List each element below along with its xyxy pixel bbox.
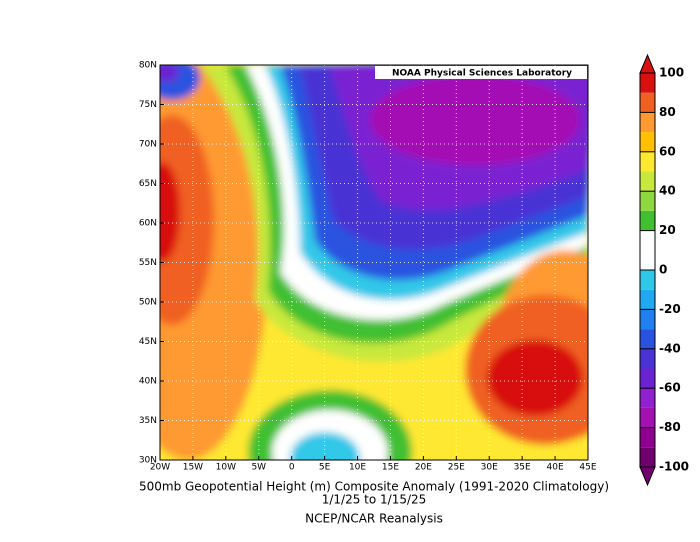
x-tick-label: 10W — [216, 463, 236, 473]
x-tick-label: 35E — [514, 463, 531, 473]
colorbar: -100 -80 -60 -40 -20 0 20 40 60 80 100 — [639, 53, 689, 487]
x-tick-label: 40E — [547, 463, 564, 473]
colorbar-band — [640, 427, 655, 448]
date-range: 1/1/25 to 1/15/25 — [322, 493, 427, 507]
x-tick-label: 0 — [289, 463, 295, 473]
colorbar-bottom-extension — [639, 466, 656, 487]
dataset-label: NCEP/NCAR Reanalysis — [305, 512, 443, 526]
y-tick-label: 55N — [139, 258, 157, 268]
colorbar-band — [640, 191, 655, 211]
colorbar-band — [640, 151, 655, 172]
x-tick-label: 15E — [382, 463, 399, 473]
x-tick-label: 20W — [150, 463, 170, 473]
map-title: 500mb Geopotential Height (m) Composite … — [139, 480, 609, 494]
colorbar-band — [640, 92, 655, 113]
x-tick-label: 5W — [251, 463, 266, 473]
colorbar-band — [640, 329, 655, 349]
colorbar-band — [640, 171, 655, 192]
y-tick-label: 60N — [139, 219, 157, 229]
anomaly-field — [160, 65, 588, 460]
colorbar-band — [640, 270, 655, 290]
y-tick-label: 70N — [139, 140, 157, 150]
y-tick-label: 50N — [139, 298, 157, 308]
plot-frame — [159, 64, 589, 461]
colorbar-band — [640, 368, 655, 389]
colorbar-band — [640, 132, 655, 152]
colorbar-band — [640, 348, 655, 369]
colorbar-band — [640, 289, 655, 310]
colorbar-label: 40 — [659, 184, 676, 198]
x-tick-label: 25E — [448, 463, 465, 473]
x-tick-label: 5E — [319, 463, 331, 473]
colorbar-label: 0 — [659, 263, 667, 277]
colorbar-band — [640, 407, 655, 428]
colorbar-band — [640, 73, 655, 93]
y-tick-label: 40N — [139, 377, 157, 387]
y-tick-label: 35N — [139, 416, 157, 426]
colorbar-label: 80 — [659, 105, 676, 119]
colorbar-label: -40 — [659, 341, 681, 355]
colorbar-label: 20 — [659, 223, 676, 237]
x-tick-label: 15W — [183, 463, 203, 473]
source-label: NOAA Physical Sciences Laboratory — [392, 69, 572, 79]
colorbar-label: 60 — [659, 144, 676, 158]
y-tick-label: 80N — [139, 61, 157, 71]
colorbar-top-extension — [639, 53, 656, 74]
x-tick-label: 45E — [579, 463, 596, 473]
y-tick-label: 75N — [139, 100, 157, 110]
x-tick-label: 20E — [415, 463, 432, 473]
colorbar-band — [640, 309, 655, 330]
colorbar-label: -80 — [659, 420, 681, 434]
colorbar-label: -20 — [659, 302, 681, 316]
colorbar-label: 100 — [659, 66, 684, 80]
colorbar-band — [640, 210, 655, 231]
y-tick-label: 65N — [139, 179, 157, 189]
colorbar-label: -100 — [659, 460, 689, 474]
colorbar-band — [640, 250, 655, 270]
colorbar-band — [640, 230, 655, 251]
colorbar-band — [640, 112, 655, 133]
y-tick-label: 30N — [139, 456, 157, 466]
y-tick-label: 45N — [139, 337, 157, 347]
colorbar-label: -60 — [659, 381, 681, 395]
source-box — [375, 66, 587, 79]
colorbar-band — [640, 447, 655, 467]
colorbar-band — [640, 388, 655, 408]
x-tick-label: 30E — [481, 463, 498, 473]
x-tick-label: 10E — [349, 463, 366, 473]
